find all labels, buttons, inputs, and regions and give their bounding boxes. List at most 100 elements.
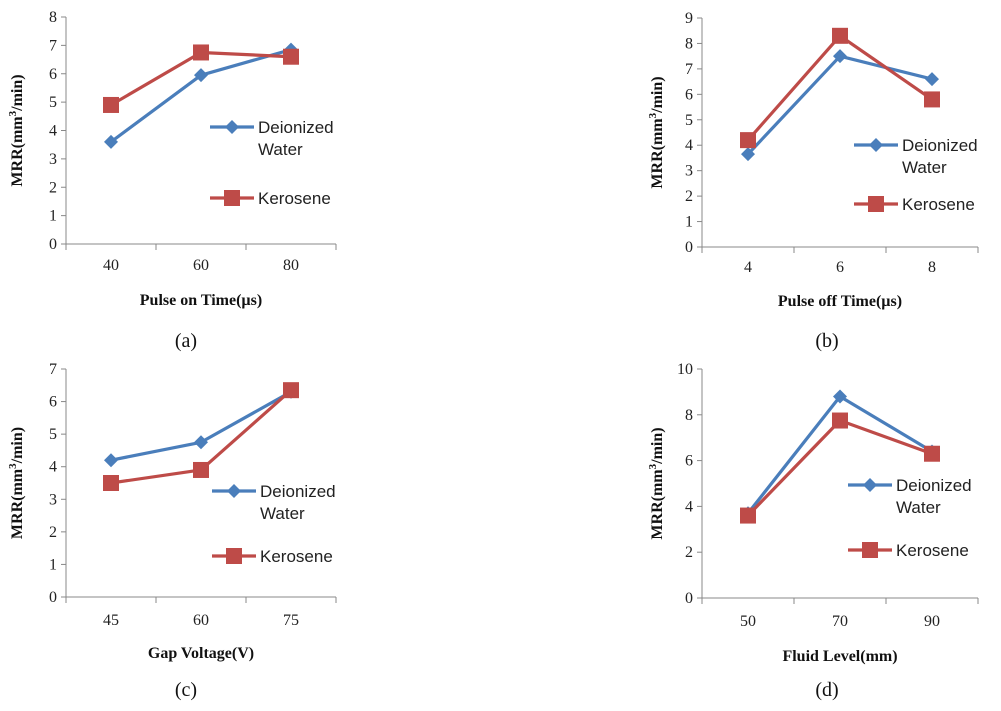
legend-marker-deionized-water — [863, 478, 877, 492]
x-tick-label: 45 — [103, 612, 119, 629]
x-axis-title: Pulse on Time(µs) — [140, 292, 262, 309]
legend-label-kerosene: Kerosene — [902, 195, 975, 214]
y-tick-label: 4 — [685, 498, 693, 515]
y-tick-label: 0 — [49, 589, 57, 606]
data-point-kerosene — [832, 27, 848, 44]
chart-pulse-off-time: 0 1 2 3 4 5 6 7 8 9 4 6 8 Pulse off Time(µs) MRR(mm3/m… — [647, 10, 979, 352]
legend: Deionized Water Kerosene — [848, 476, 972, 560]
y-tick-label: 2 — [49, 524, 57, 541]
y-tick-label: 5 — [49, 94, 57, 111]
data-point-deionized-water — [925, 72, 939, 87]
y-tick-label: 6 — [685, 86, 693, 103]
legend-label-deionized-water: Deionized — [258, 118, 334, 137]
legend-label-kerosene: Kerosene — [896, 541, 969, 560]
x-tick-label: 50 — [740, 613, 756, 630]
data-point-deionized-water — [833, 49, 847, 64]
y-tick-label: 9 — [685, 10, 693, 27]
data-point-kerosene — [103, 96, 119, 113]
x-tick-label: 8 — [928, 259, 936, 276]
panel-label: (b) — [815, 330, 838, 352]
legend-marker-deionized-water — [869, 138, 883, 152]
series-line-deionized-water — [110, 390, 292, 462]
x-tick-label: 60 — [193, 257, 209, 274]
legend-label-deionized-water: Deionized — [260, 482, 336, 501]
x-tick-label: 4 — [744, 259, 752, 276]
y-tick-label: 8 — [49, 9, 57, 26]
legend-label-deionized-water: Water — [260, 504, 305, 523]
legend: Deionized Water Kerosene — [212, 482, 336, 566]
x-tick-label: 6 — [836, 259, 844, 276]
series-deionized-water — [104, 384, 298, 468]
x-tick-label: 90 — [924, 613, 940, 630]
series-kerosene — [740, 412, 940, 524]
legend-label-deionized-water: Water — [896, 498, 941, 517]
x-axis-title: Gap Voltage(V) — [148, 645, 254, 662]
panel-label: (a) — [175, 330, 197, 352]
data-point-kerosene — [740, 132, 756, 149]
series-deionized-water — [741, 49, 939, 162]
y-tick-label: 1 — [49, 208, 57, 225]
y-tick-label: 8 — [685, 407, 693, 424]
data-point-kerosene — [283, 48, 299, 65]
legend-marker-kerosene — [862, 542, 878, 558]
y-tick-label: 4 — [49, 123, 57, 140]
series-kerosene — [103, 382, 299, 491]
legend-label-deionized-water: Water — [902, 158, 947, 177]
y-axis-title: MRR(mm3/min) — [7, 74, 26, 186]
data-point-deionized-water — [104, 453, 118, 468]
legend-label-deionized-water: Water — [258, 140, 303, 159]
legend-marker-kerosene — [226, 548, 242, 564]
y-tick-label: 8 — [685, 35, 693, 52]
data-point-kerosene — [283, 382, 299, 399]
y-tick-label: 7 — [49, 37, 57, 54]
y-axis-title: MRR(mm3/min) — [647, 427, 666, 539]
legend: Deionized Water Kerosene — [210, 118, 334, 208]
data-point-deionized-water — [104, 134, 118, 149]
y-tick-label: 7 — [685, 61, 693, 78]
legend-label-deionized-water: Deionized — [896, 476, 972, 495]
y-tick-label: 3 — [49, 151, 57, 168]
y-tick-label: 6 — [49, 66, 57, 83]
y-tick-label: 2 — [49, 179, 57, 196]
y-tick-label: 3 — [49, 491, 57, 508]
y-tick-label: 4 — [685, 137, 693, 154]
legend-marker-kerosene — [868, 196, 884, 212]
legend-label-kerosene: Kerosene — [260, 547, 333, 566]
data-point-deionized-water — [741, 147, 755, 162]
x-tick-label: 70 — [832, 613, 848, 630]
series-kerosene — [740, 27, 940, 149]
x-tick-label: 60 — [193, 612, 209, 629]
y-tick-label: 1 — [685, 214, 693, 231]
data-point-deionized-water — [833, 389, 847, 404]
data-point-deionized-water — [194, 68, 208, 83]
y-tick-label: 4 — [49, 459, 57, 476]
x-axis-title: Pulse off Time(µs) — [778, 293, 902, 310]
y-tick-label: 0 — [685, 239, 693, 256]
data-point-kerosene — [832, 412, 848, 429]
data-point-kerosene — [103, 475, 119, 491]
data-point-kerosene — [740, 507, 756, 524]
y-tick-label: 6 — [685, 453, 693, 470]
legend-marker-deionized-water — [225, 120, 239, 134]
y-tick-label: 2 — [685, 188, 693, 205]
y-tick-label: 5 — [685, 112, 693, 129]
data-point-kerosene — [193, 461, 209, 478]
chart-pulse-on-time: 0 1 2 3 4 5 6 7 8 40 60 80 Pulse on Time(µs) MRR(mm3/… — [7, 9, 337, 352]
chart-fluid-level: 0 2 4 6 8 10 50 70 90 Fluid Level(mm) MRR(mm3/min)… — [647, 361, 979, 701]
y-tick-label: 7 — [49, 361, 57, 378]
y-tick-label: 3 — [685, 163, 693, 180]
series-kerosene — [103, 44, 299, 113]
data-point-kerosene — [924, 91, 940, 108]
y-tick-label: 5 — [49, 426, 57, 443]
y-tick-label: 10 — [677, 361, 693, 378]
data-point-kerosene — [924, 445, 940, 462]
legend: Deionized Water Kerosene — [854, 136, 978, 214]
y-tick-label: 6 — [49, 394, 57, 411]
legend-marker-deionized-water — [227, 484, 241, 498]
data-point-kerosene — [193, 44, 209, 61]
y-tick-label: 1 — [49, 556, 57, 573]
legend-label-kerosene: Kerosene — [258, 189, 331, 208]
panel-label: (d) — [815, 679, 838, 701]
legend-marker-kerosene — [224, 190, 240, 206]
